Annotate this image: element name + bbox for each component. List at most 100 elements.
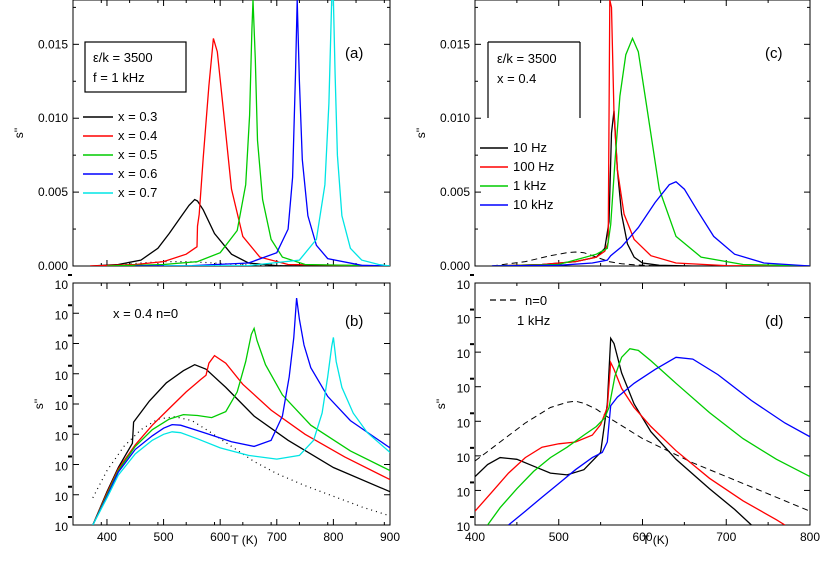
- legend-label: x = 0.6: [118, 166, 157, 181]
- y-tick-label: 10: [457, 382, 471, 396]
- series-line-1-khz: [491, 36, 810, 266]
- series-line-10-khz: [508, 356, 810, 525]
- y-tick-exponent: [68, 304, 72, 307]
- legend-label: 10 Hz: [513, 140, 547, 155]
- legend-label: 1 kHz: [517, 313, 550, 328]
- y-tick-label: 10: [55, 429, 69, 443]
- y-tick-exponent: [68, 274, 72, 276]
- plot-area: [491, 0, 810, 266]
- series-line-x-0-5: [92, 326, 390, 525]
- y-axis-label: s'': [434, 399, 448, 410]
- y-tick-exponent: [68, 455, 72, 458]
- plot-area: [475, 336, 810, 525]
- panel-c: 0.000 0.005 0.010 0.015 s'' (c) ε/k = 3500 x = …: [414, 0, 811, 273]
- y-tick-label: 10: [55, 278, 69, 292]
- series-line-10-khz: [491, 181, 810, 266]
- y-tick-exponent: [470, 377, 474, 380]
- series-line-x-0-7: [92, 337, 390, 525]
- x-tick-label: 800: [800, 530, 820, 544]
- legend-label: n=0: [525, 293, 547, 308]
- info-line: x = 0.4: [497, 71, 536, 86]
- y-tick-exponent: [470, 343, 474, 346]
- legend-label: x = 0.3: [118, 109, 157, 124]
- y-tick-label: 10: [457, 313, 471, 327]
- y-tick-label: 10: [55, 460, 69, 474]
- panel-d: 400 500 600 700 800 10 10 10 10 10 10 10 10 s'' T (K) (…: [434, 274, 820, 547]
- legend-label: x = 0.7: [118, 185, 157, 200]
- y-tick-label: 10: [55, 490, 69, 504]
- y-tick-exponent: [470, 481, 474, 484]
- y-tick-label: 10: [55, 369, 69, 383]
- x-tick-label: 500: [154, 530, 174, 544]
- y-axis-label: s'': [414, 128, 428, 139]
- y-tick-exponent: [68, 364, 72, 367]
- y-tick-label: 0.000: [38, 259, 68, 273]
- y-tick-label: 0.005: [38, 185, 68, 199]
- legend-label: x = 0.5: [118, 147, 157, 162]
- y-tick-label: 10: [457, 451, 471, 465]
- x-tick-label: 700: [716, 530, 736, 544]
- y-tick-label: 10: [457, 520, 471, 534]
- series-line-x-0-4: [89, 38, 390, 266]
- series-line-100-hz: [475, 360, 786, 525]
- legend-label: 10 kHz: [513, 197, 553, 212]
- x-tick-label: 400: [465, 530, 485, 544]
- series-line-x-0-5: [106, 0, 390, 266]
- y-tick-label: 10: [457, 347, 471, 361]
- x-tick-label: 700: [267, 530, 287, 544]
- y-tick-label: 10: [457, 485, 471, 499]
- y-axis-label: s'': [12, 128, 26, 139]
- info-line: f = 1 kHz: [93, 70, 145, 85]
- y-tick-label: 0.015: [38, 37, 68, 51]
- info-box: [84, 41, 187, 93]
- y-tick-label: 10: [457, 278, 471, 292]
- y-tick-exponent: [470, 274, 474, 276]
- y-axis-label: s'': [32, 399, 46, 410]
- y-tick-label: 10: [55, 520, 69, 534]
- x-tick-label: 600: [632, 530, 652, 544]
- y-tick-label: 0.010: [440, 111, 470, 125]
- y-tick-exponent: [470, 446, 474, 449]
- y-tick-exponent: [68, 485, 72, 488]
- x-tick-label: 600: [210, 530, 230, 544]
- x-tick-label: 400: [97, 530, 117, 544]
- y-tick-exponent: [68, 395, 72, 397]
- x-tick-label: 800: [323, 530, 343, 544]
- y-tick-label: 10: [457, 416, 471, 430]
- y-tick-label: 0.000: [440, 259, 470, 273]
- series-line-x-0-3: [92, 363, 390, 525]
- x-axis-label: T (K): [231, 533, 257, 547]
- panel-label: (c): [765, 45, 783, 62]
- plot-area: [92, 298, 390, 525]
- panel-label: (a): [345, 45, 363, 62]
- y-tick-exponent: [68, 425, 72, 428]
- series-line-1-khz: [487, 347, 810, 525]
- x-axis-label: T (K): [642, 533, 668, 547]
- series-line-100-hz: [491, 0, 810, 266]
- series-line-x-0-7: [163, 0, 390, 266]
- y-tick-label: 10: [55, 308, 69, 322]
- x-tick-label: 900: [380, 530, 400, 544]
- panel-label: (b): [345, 313, 363, 330]
- y-tick-exponent: [470, 308, 474, 311]
- y-tick-label: 10: [55, 399, 69, 413]
- x-tick-label: 500: [549, 530, 569, 544]
- panel-b: 400 500 600 700 800 900 10 10 10 10 10 10 10 10 10 s'' T…: [32, 274, 400, 547]
- legend-label: 100 Hz: [513, 159, 554, 174]
- y-tick-label: 0.005: [440, 185, 470, 199]
- y-tick-exponent: [68, 334, 72, 337]
- panel-a: 0.000 0.005 0.010 0.015 s'' (a) ε/k = 3500 f = …: [12, 0, 391, 273]
- y-tick-exponent: [68, 516, 72, 518]
- info-line: x = 0.4 n=0: [113, 306, 178, 321]
- y-tick-label: 10: [55, 339, 69, 353]
- series-line-x-0-4: [92, 354, 390, 525]
- info-line: ε/k = 3500: [497, 51, 557, 66]
- panel-label: (d): [765, 313, 783, 330]
- plot-area: [89, 0, 390, 266]
- legend-label: 1 kHz: [513, 178, 546, 193]
- y-tick-label: 0.010: [38, 111, 68, 125]
- y-tick-exponent: [470, 516, 474, 518]
- reference-dashed-curve: [475, 400, 810, 512]
- legend-label: x = 0.4: [118, 128, 157, 143]
